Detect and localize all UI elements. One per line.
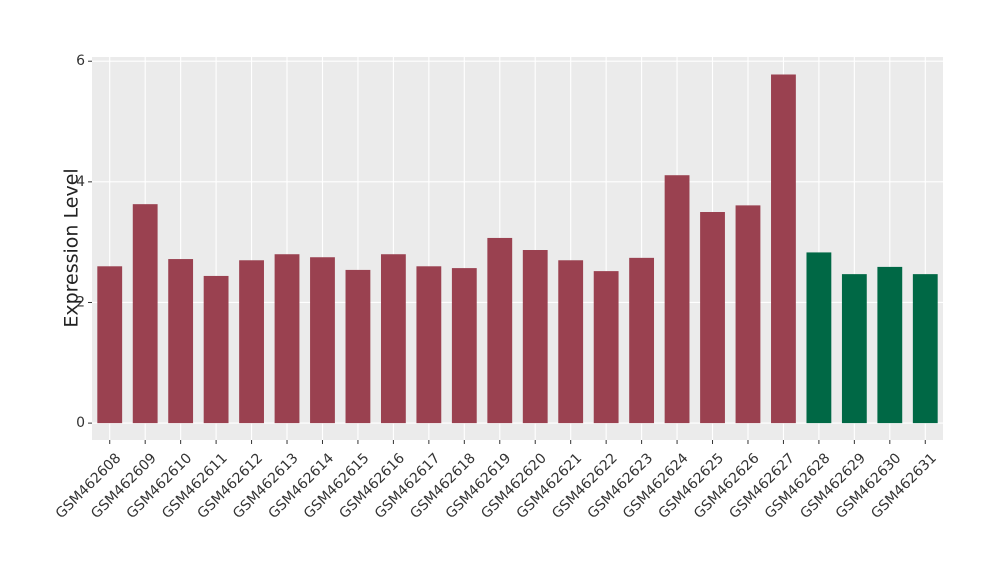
bar [877,266,903,424]
bar [380,254,406,424]
bar [771,74,796,424]
bar [841,274,867,424]
bar [912,274,938,424]
bar [700,212,725,424]
bar [522,250,548,424]
bar [593,271,619,424]
bar [629,257,655,424]
bar [416,266,442,424]
bar [487,237,513,424]
bar [274,254,300,424]
bar [806,252,832,424]
plot-background [92,57,943,440]
bar [345,269,371,424]
bar [664,175,690,424]
bar [735,205,761,424]
bar [451,268,477,424]
bar [558,260,584,424]
y-axis-label: Expression Level [61,168,83,327]
y-tick-label: 2 [76,294,85,310]
bar [239,260,264,424]
bar [132,204,158,424]
y-tick-label: 4 [76,174,85,190]
y-tick-label: 6 [76,53,85,69]
bar [203,275,229,424]
bar [310,257,335,424]
bar [168,259,194,424]
bar [97,266,123,424]
y-tick-label: 0 [76,415,85,431]
